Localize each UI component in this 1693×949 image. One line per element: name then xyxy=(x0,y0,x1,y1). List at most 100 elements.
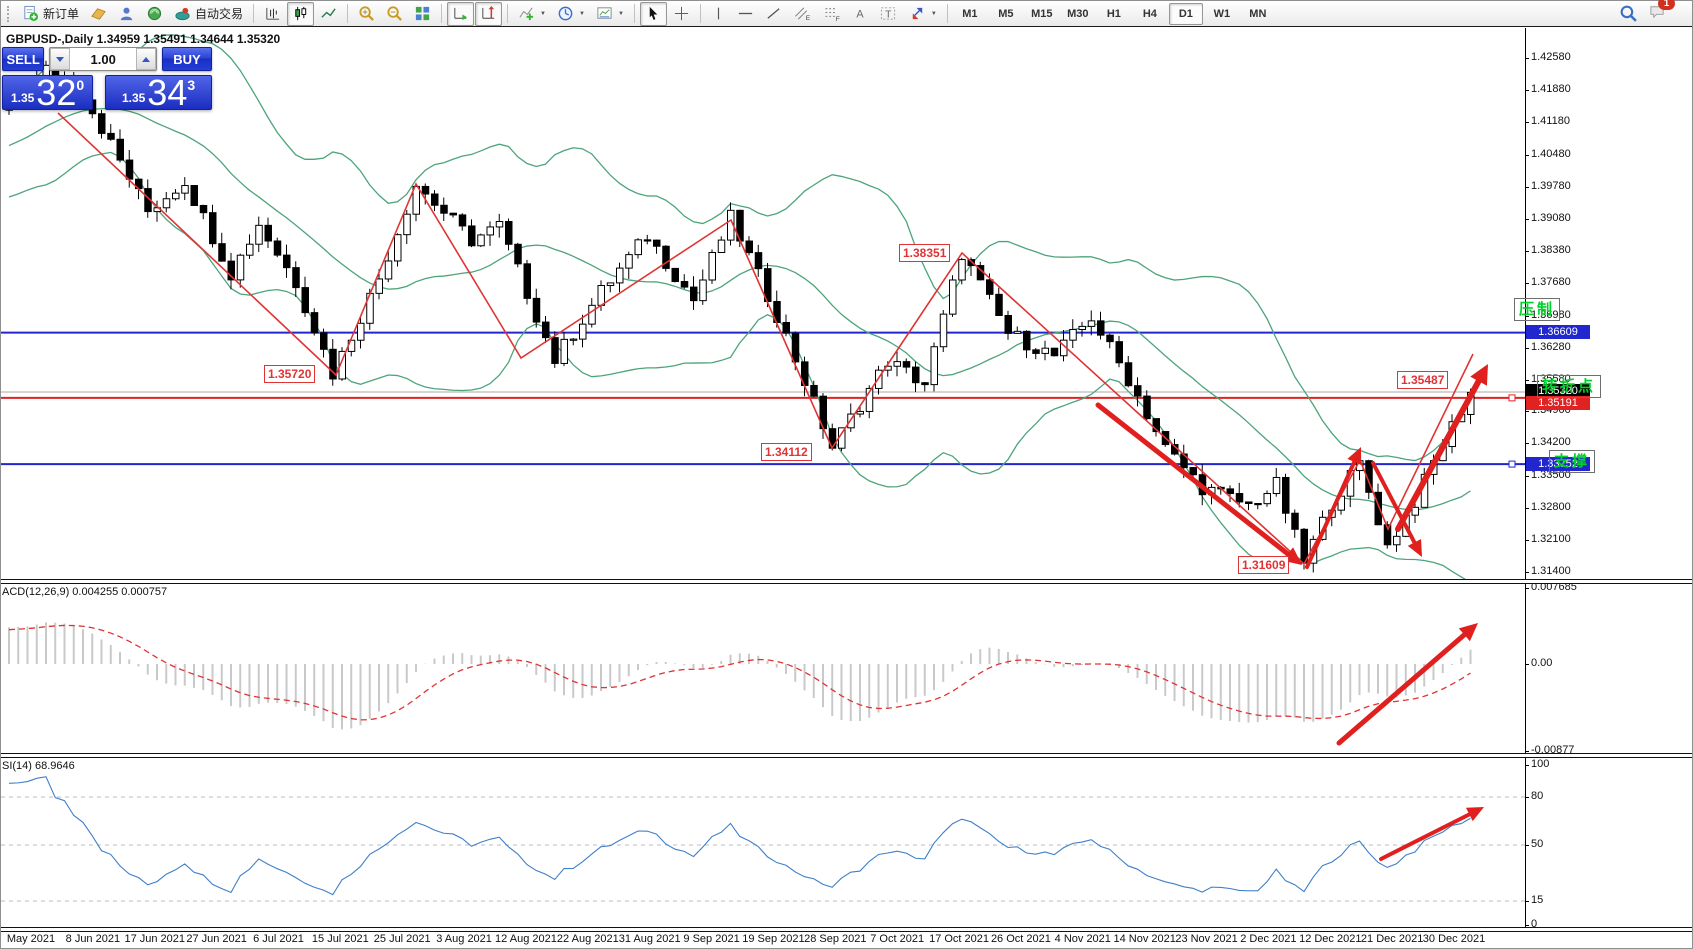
buy-price-display[interactable]: 1.35 34 3 xyxy=(105,72,212,113)
sell-price-display[interactable]: 1.35 32 0 xyxy=(2,75,94,111)
search-icon[interactable] xyxy=(1619,4,1638,23)
candle xyxy=(394,234,402,262)
trendline-button[interactable] xyxy=(760,2,787,26)
periods-button[interactable]: ▼ xyxy=(552,2,590,26)
indicators-button[interactable]: ▼ xyxy=(513,2,551,26)
price-axis-label: 1.34200 xyxy=(1531,436,1571,449)
rsi-tick-mark xyxy=(1525,845,1529,846)
price-tick-mark xyxy=(1525,507,1529,509)
price-axis-label: 1.40480 xyxy=(1531,147,1571,160)
price-tick-mark xyxy=(1525,475,1529,477)
panel-divider[interactable] xyxy=(1,927,1692,932)
zoom-in-button[interactable] xyxy=(353,2,380,26)
market-watch-icon[interactable] xyxy=(85,2,112,26)
price-axis-label: 1.33500 xyxy=(1531,468,1571,481)
volume-decrease-button[interactable] xyxy=(50,48,71,70)
rsi-panel[interactable] xyxy=(1,757,1693,927)
date-axis-label: 17 Oct 2021 xyxy=(929,933,990,945)
text-button[interactable]: A xyxy=(848,2,873,26)
candle xyxy=(1282,476,1290,514)
panel-divider[interactable] xyxy=(1,753,1692,758)
date-axis-label: 19 Sep 2021 xyxy=(742,933,805,945)
fibonacci-button[interactable]: F xyxy=(818,2,847,26)
candle xyxy=(283,254,291,269)
candle xyxy=(199,204,208,214)
tile-windows-button[interactable] xyxy=(409,2,436,26)
buy-price-big: 34 xyxy=(147,72,188,113)
buy-price-main: 1.35 xyxy=(121,91,146,105)
volume-value[interactable]: 1.00 xyxy=(90,51,116,67)
cursor-button[interactable] xyxy=(639,1,667,26)
signals-icon[interactable] xyxy=(141,2,168,26)
crosshair-button[interactable] xyxy=(668,2,695,26)
auto-trading-button[interactable]: 自动交易 xyxy=(169,2,248,26)
text-label-button[interactable]: T xyxy=(874,2,903,26)
timeframe-d1[interactable]: D1 xyxy=(1168,2,1203,25)
notifications-icon[interactable]: 1 xyxy=(1648,0,1675,25)
pivot-price-label: 1.35487 xyxy=(1397,371,1449,389)
timeframe-group: M1 M5 M15 M30 H1 H4 D1 W1 MN xyxy=(953,2,1275,25)
candle xyxy=(329,348,337,380)
timeframe-m5[interactable]: M5 xyxy=(998,7,1014,20)
new-order-button[interactable]: 新订单 xyxy=(17,2,84,26)
timeframe-m1[interactable]: M1 xyxy=(962,7,978,20)
candle xyxy=(1004,314,1012,334)
bar-chart-button[interactable] xyxy=(259,2,286,26)
panel-divider[interactable] xyxy=(1,579,1692,584)
price-axis-label: 1.37680 xyxy=(1531,276,1571,289)
chart-shift-button[interactable] xyxy=(475,1,503,26)
toolbar-grip[interactable] xyxy=(7,5,13,22)
buy-button[interactable]: BUY xyxy=(161,47,212,71)
price-axis-label: 1.36280 xyxy=(1531,340,1571,353)
timeframe-m30[interactable]: M30 xyxy=(1067,7,1089,20)
candle xyxy=(125,159,134,180)
equidistant-channel-button[interactable]: E xyxy=(788,2,817,26)
pivot-price-label: 1.38351 xyxy=(899,244,951,262)
candle xyxy=(1023,330,1031,351)
price-axis-label: 1.32800 xyxy=(1531,500,1571,513)
line-chart-button[interactable] xyxy=(315,2,342,26)
candle xyxy=(310,312,319,334)
price-tick-mark xyxy=(1525,90,1529,92)
timeframe-m15[interactable]: M15 xyxy=(1031,7,1053,20)
candle xyxy=(1245,501,1253,504)
timeframe-w1[interactable]: W1 xyxy=(1213,7,1231,20)
macd-tick-mark xyxy=(1525,587,1529,589)
templates-button[interactable]: ▼ xyxy=(591,2,629,26)
auto-scroll-button[interactable] xyxy=(447,1,475,26)
candle xyxy=(782,321,790,334)
candle xyxy=(912,366,920,384)
candle xyxy=(532,297,541,323)
timeframe-h4[interactable]: H4 xyxy=(1142,7,1157,20)
svg-text:T: T xyxy=(885,9,892,20)
candle xyxy=(1124,362,1133,387)
candle xyxy=(1069,329,1077,341)
candlestick-chart[interactable] xyxy=(1,28,1693,581)
accounts-icon[interactable] xyxy=(113,2,140,26)
arrows-button[interactable]: ▼ xyxy=(904,2,942,26)
candle xyxy=(1411,506,1419,516)
price-axis-label: 1.31400 xyxy=(1531,565,1571,578)
date-axis-label: 17 Jun 2021 xyxy=(124,933,186,945)
macd-tick-mark xyxy=(1525,750,1529,752)
price-axis-label: 1.36980 xyxy=(1531,308,1571,321)
candle xyxy=(227,260,235,281)
macd-tick-mark xyxy=(1525,664,1529,665)
sell-price-sup: 0 xyxy=(76,77,85,93)
zoom-out-button[interactable] xyxy=(381,2,408,26)
candle xyxy=(597,285,605,306)
price-axis[interactable] xyxy=(1525,28,1526,927)
vertical-line-button[interactable] xyxy=(706,2,731,26)
sell-button[interactable]: SELL xyxy=(2,47,45,71)
candle xyxy=(690,286,698,302)
timeframe-mn[interactable]: MN xyxy=(1249,7,1267,20)
candlestick-button[interactable] xyxy=(287,1,315,26)
volume-increase-button[interactable] xyxy=(135,48,156,70)
candle xyxy=(468,225,476,247)
macd-panel[interactable] xyxy=(1,583,1693,753)
candle xyxy=(1226,488,1234,495)
rsi-axis-label: 50 xyxy=(1531,838,1544,850)
horizontal-line-button[interactable] xyxy=(732,2,759,26)
candle xyxy=(320,332,328,350)
timeframe-h1[interactable]: H1 xyxy=(1106,7,1121,20)
